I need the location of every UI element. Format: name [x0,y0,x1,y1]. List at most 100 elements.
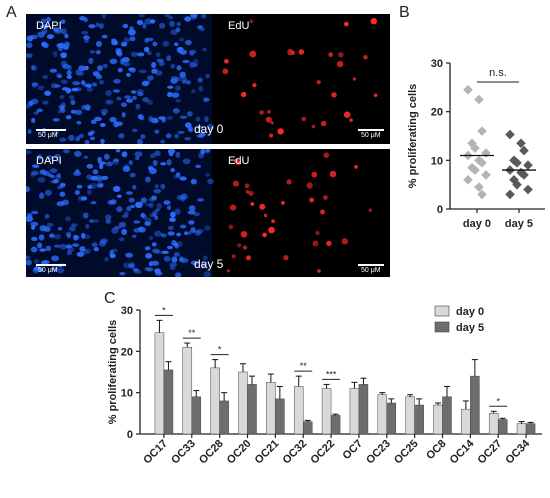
dapi-nucleus [140,212,146,218]
dapi-nucleus [181,76,188,82]
dapi-nucleus [144,46,150,53]
dapi-nucleus [177,47,184,51]
edu-nucleus [316,80,321,85]
dapi-nucleus [90,119,97,125]
dapi-nucleus [61,199,70,206]
data-point [477,189,487,200]
panel-a-letter: A [6,4,17,21]
edu-nucleus [230,204,237,211]
dapi-nucleus [130,204,135,209]
bar [266,382,276,435]
dapi-nucleus [111,227,119,234]
edu-nucleus [370,18,377,25]
dapi-nucleus [152,41,158,47]
dapi-nucleus [97,65,103,71]
data-point [477,157,487,168]
dapi-nucleus [85,248,91,254]
dapi-nucleus [26,150,32,155]
bar [349,388,360,435]
data-point [505,129,515,140]
dapi-nucleus [152,248,160,254]
edu-nucleus [311,124,316,129]
dapi-nucleus [154,268,161,274]
dapi-nucleus [126,72,131,77]
dapi-nucleus [43,226,51,232]
dapi-nucleus [49,68,57,73]
dapi-nucleus [128,197,135,203]
scale-bar-label: 50 μM [361,267,381,274]
dapi-nucleus [135,156,140,161]
dapi-nucleus [205,73,210,79]
dapi-nucleus [89,136,96,141]
edu-nucleus [245,190,250,194]
dapi-nucleus [31,236,38,242]
dapi-nucleus [93,82,98,87]
dapi-nucleus [159,22,166,29]
dapi-nucleus [67,64,72,71]
dapi-nucleus [109,58,118,65]
dapi-nucleus [145,176,151,183]
dapi-nucleus [185,122,192,128]
bar [414,404,424,435]
dapi-nucleus [116,121,123,127]
dapi-nucleus [86,189,92,195]
edu-nucleus [252,83,257,88]
dapi-nucleus [168,225,174,230]
dapi-nucleus [125,191,133,195]
dapi-nucleus [60,60,68,67]
dapi-nucleus [99,239,107,245]
dapi-nuclei [26,149,214,277]
x-tick-label: OC23 [364,438,393,467]
dapi-nucleus [151,242,157,247]
edu-nucleus [259,203,266,210]
edu-nucleus [226,269,230,273]
dapi-nucleus [71,223,78,227]
dapi-nucleus [65,216,71,222]
edu-nucleus [259,110,264,115]
edu-nucleus [343,111,351,118]
dapi-nucleus [188,205,196,212]
bar [154,332,165,435]
dapi-nuclei [26,14,214,144]
dapi-nucleus [165,133,172,139]
dapi-nucleus [99,80,104,85]
dapi-nucleus [154,184,159,189]
dapi-nucleus [189,126,194,133]
data-point [463,84,473,95]
dapi-nucleus [133,220,141,224]
dapi-nucleus [90,201,97,205]
bar [238,371,248,435]
x-tick-label: OC27 [476,438,505,467]
dapi-nucleus [197,198,205,202]
dapi-nucleus [94,116,102,122]
dapi-nucleus [60,52,67,59]
dapi-nucleus [179,224,187,229]
dapi-nucleus [155,250,163,255]
dapi-nucleus [131,234,137,238]
dapi-nucleus [101,14,107,19]
dapi-nucleus [63,149,70,154]
data-point [477,126,487,136]
dapi-nucleus [173,175,178,179]
dapi-nucleus [48,173,53,177]
y-tick-label: 0 [437,204,443,216]
dapi-nucleus [167,245,173,250]
dapi-nucleus [78,133,84,139]
dapi-nucleus [197,25,204,29]
dapi-nucleus [203,271,212,277]
dapi-nucleus [41,28,48,35]
scatter-series [463,84,491,200]
edu-nucleus [270,229,274,233]
x-tick-label: day 0 [463,218,491,230]
dapi-nucleus [155,52,161,58]
dapi-nucleus [121,41,128,47]
dapi-nucleus [119,271,126,276]
dapi-nucleus [148,236,153,241]
data-point [523,184,533,195]
x-tick-label: OC34 [503,437,532,466]
dapi-nucleus [26,212,33,217]
bar [219,400,229,435]
bar [488,413,499,435]
edu-nucleus [301,116,307,122]
dapi-nucleus [37,267,44,272]
